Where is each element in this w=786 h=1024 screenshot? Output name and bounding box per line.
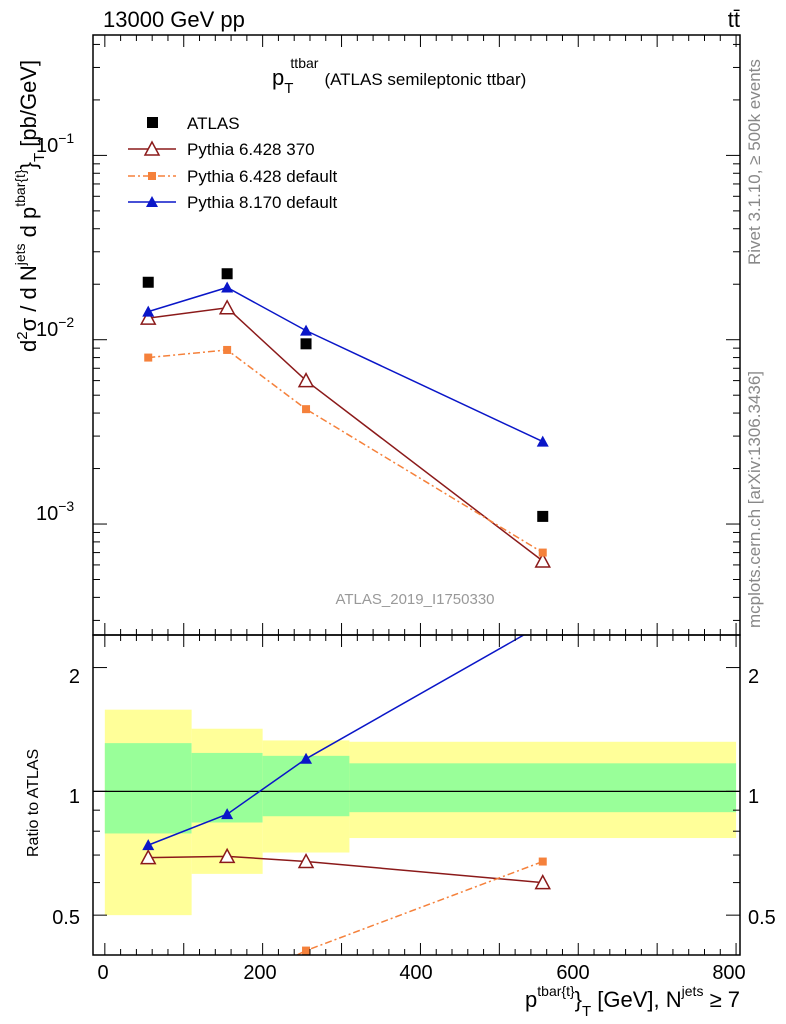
main-point-0-2 [300,338,312,350]
ytick-exp: −1 [58,130,74,146]
ratio-ticks [93,635,740,956]
xtick-400: 400 [399,962,432,984]
rivet-version-label: Rivet 3.1.10, ≥ 500k events [745,59,764,265]
main-point-3-1 [221,281,234,293]
ytick-base: 10 [36,319,58,341]
ratio-line-1 [295,860,544,955]
legend-marker-pythia6-default [148,172,156,180]
main-point-0-3 [537,510,549,522]
plot-title: pTttbar (ATLAS semileptonic ttbar) [272,55,526,97]
xtick-600: 600 [556,962,589,984]
main-line-3 [148,286,544,443]
main-line-2 [148,349,544,554]
ratio-point-1-3 [538,857,547,866]
ratio-point-1-1 [223,985,231,993]
ratio-ytick-left-2: 2 [69,666,80,688]
ratio-band-inner-3 [349,763,737,813]
ratio-x-tick-labels: 0 200 400 600 800 [97,962,745,984]
ytick-exp: −2 [58,314,74,330]
main-point-2-0 [144,353,153,362]
ratio-band-inner-2 [262,755,350,817]
main-point-2-1 [223,345,232,354]
ratio-point-0-3 [534,874,551,890]
main-point-3-0 [142,305,155,317]
x-axis-label: ptbar{t}}T [GeV], Njets ≥ 7 [525,983,740,1020]
main-series-lines [148,286,544,562]
ratio-ytick-right-2: 2 [748,666,759,688]
legend-entry-atlas: ATLAS [147,114,240,133]
legend-marker-atlas [147,117,158,128]
ratio-ytick-right-1: 1 [748,786,759,808]
legend-marker-pythia8-default [146,196,158,207]
main-point-3-3 [536,435,549,447]
xtick-0: 0 [97,962,108,984]
main-ticks [93,35,740,635]
legend-label-atlas: ATLAS [187,114,240,133]
ratio-point-2-1 [221,808,234,820]
ratio-y-tick-labels: 0.5 1 2 0.5 1 2 [52,666,776,929]
main-point-1-1 [218,299,236,315]
ytick-label-1e-3: 10−3 [36,498,74,525]
ytick-label-1e-1: 10−1 [36,130,74,157]
legend-entry-pythia6-370: Pythia 6.428 370 [128,140,315,159]
ratio-point-0-0 [139,849,157,865]
legend-label-pythia6-default: Pythia 6.428 default [187,167,338,186]
ratio-point-2-0 [142,839,155,851]
main-point-1-3 [534,552,551,568]
ratio-point-1-2 [302,946,311,955]
title-rest: (ATLAS semileptonic ttbar) [324,70,526,89]
legend-entry-pythia6-default: Pythia 6.428 default [128,167,338,186]
ratio-panel: 0.5 1 2 0.5 1 2 0 200 400 600 800 Ratio … [25,618,776,1020]
header-left: 13000 GeV pp [103,7,245,32]
ratio-point-2-3 [537,618,549,629]
ratio-series-markers [139,618,551,993]
legend-label-pythia6-370: Pythia 6.428 370 [187,140,315,159]
ratio-ytick-left-0.5: 0.5 [52,907,80,929]
main-point-1-2 [297,372,315,388]
legend-entry-pythia8-default: Pythia 8.170 default [128,193,338,212]
main-point-1-0 [139,309,157,325]
ratio-point-0-1 [218,847,236,864]
ratio-series-lines [147,635,544,955]
ratio-band-inner-0 [104,743,192,834]
ytick-base: 10 [36,503,58,525]
ratio-y-axis-label: Ratio to ATLAS [25,749,42,857]
ratio-plot-frame [92,634,741,956]
ytick-base: 10 [36,135,58,157]
ytick-exp: −3 [58,498,74,514]
main-point-2-3 [538,548,547,557]
legend-marker-pythia6-370 [143,140,161,156]
ratio-ytick-right-0.5: 0.5 [748,907,776,929]
ratio-point-2-2 [300,752,313,764]
xtick-200: 200 [243,962,276,984]
title-p: p [272,65,284,90]
mcplots-site-label: mcplots.cern.ch [arXiv:1306.3436] [745,371,764,628]
xtick-800: 800 [712,962,745,984]
main-line-1 [148,307,544,562]
main-series-markers [139,268,551,568]
legend: ATLAS Pythia 6.428 370 Pythia 6.428 defa… [128,114,338,212]
main-point-0-1 [221,268,233,280]
ratio-ytick-left-1: 1 [69,786,80,808]
main-y-axis-label: d2σ / d Njets d ptbar{t}}T [pb/GeV] [12,60,48,352]
main-y-tick-labels: 10−1 10−2 10−3 [36,130,74,525]
ratio-line-2 [147,635,526,846]
title-sub-T: T [284,80,293,97]
legend-label-pythia8-default: Pythia 8.170 default [187,193,338,212]
header-right: tt̄ [728,7,740,32]
main-point-2-2 [302,405,311,414]
ytick-label-1e-2: 10−2 [36,314,74,341]
ratio-point-0-2 [297,852,315,869]
ratio-line-0 [148,855,543,884]
main-point-0-0 [142,276,154,288]
title-sup-ttbar: ttbar [290,55,318,71]
ratio-uncertainty-bands [104,709,737,916]
analysis-watermark: ATLAS_2019_I1750330 [335,591,494,608]
main-point-3-2 [300,324,313,336]
main-panel: 10−1 10−2 10−3 pTttbar(ATLAS semileptoni… [12,34,741,636]
